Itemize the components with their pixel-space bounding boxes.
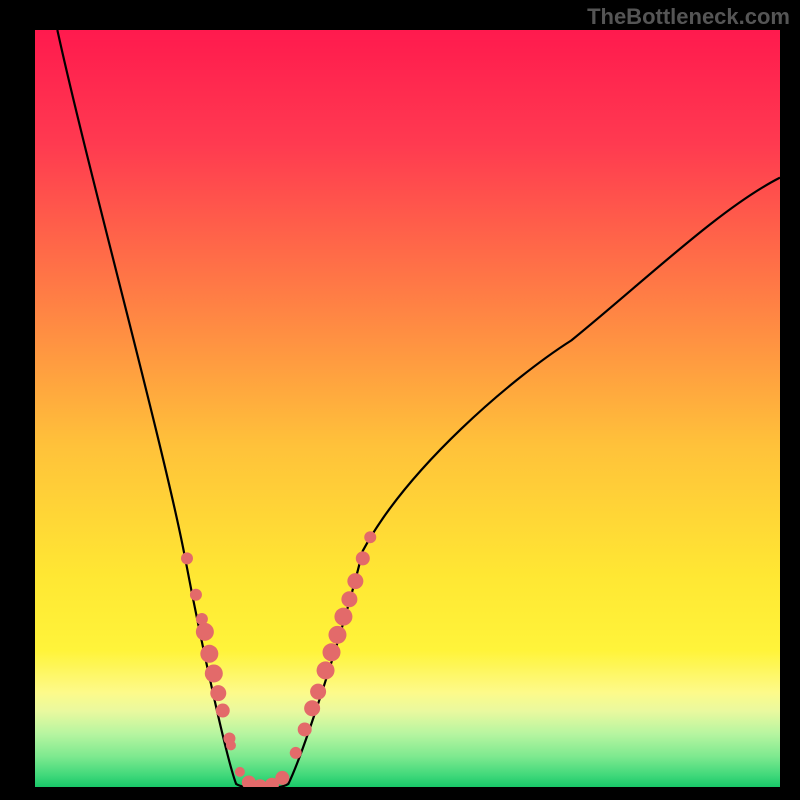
watermark-text: TheBottleneck.com: [587, 4, 790, 30]
curve-marker: [226, 740, 236, 750]
curve-marker: [210, 685, 226, 701]
curve-marker: [364, 531, 376, 543]
curve-marker: [190, 589, 202, 601]
curve-marker: [181, 552, 193, 564]
curve-marker: [298, 722, 312, 736]
curve-marker: [310, 684, 326, 700]
curve-marker: [334, 608, 352, 626]
curve-marker: [205, 664, 223, 682]
curve-marker: [216, 704, 230, 718]
chart-container: TheBottleneck.com: [0, 0, 800, 800]
curve-marker: [356, 551, 370, 565]
curve-marker: [328, 626, 346, 644]
curve-marker: [317, 661, 335, 679]
curve-marker: [304, 700, 320, 716]
chart-background: [35, 30, 780, 787]
curve-marker: [200, 645, 218, 663]
curve-marker: [341, 591, 357, 607]
chart-plot-area: [35, 30, 780, 787]
curve-marker: [196, 623, 214, 641]
curve-marker: [290, 747, 302, 759]
curve-marker: [275, 771, 289, 785]
chart-svg: [35, 30, 780, 787]
curve-marker: [323, 643, 341, 661]
curve-marker: [235, 767, 245, 777]
curve-marker: [347, 573, 363, 589]
